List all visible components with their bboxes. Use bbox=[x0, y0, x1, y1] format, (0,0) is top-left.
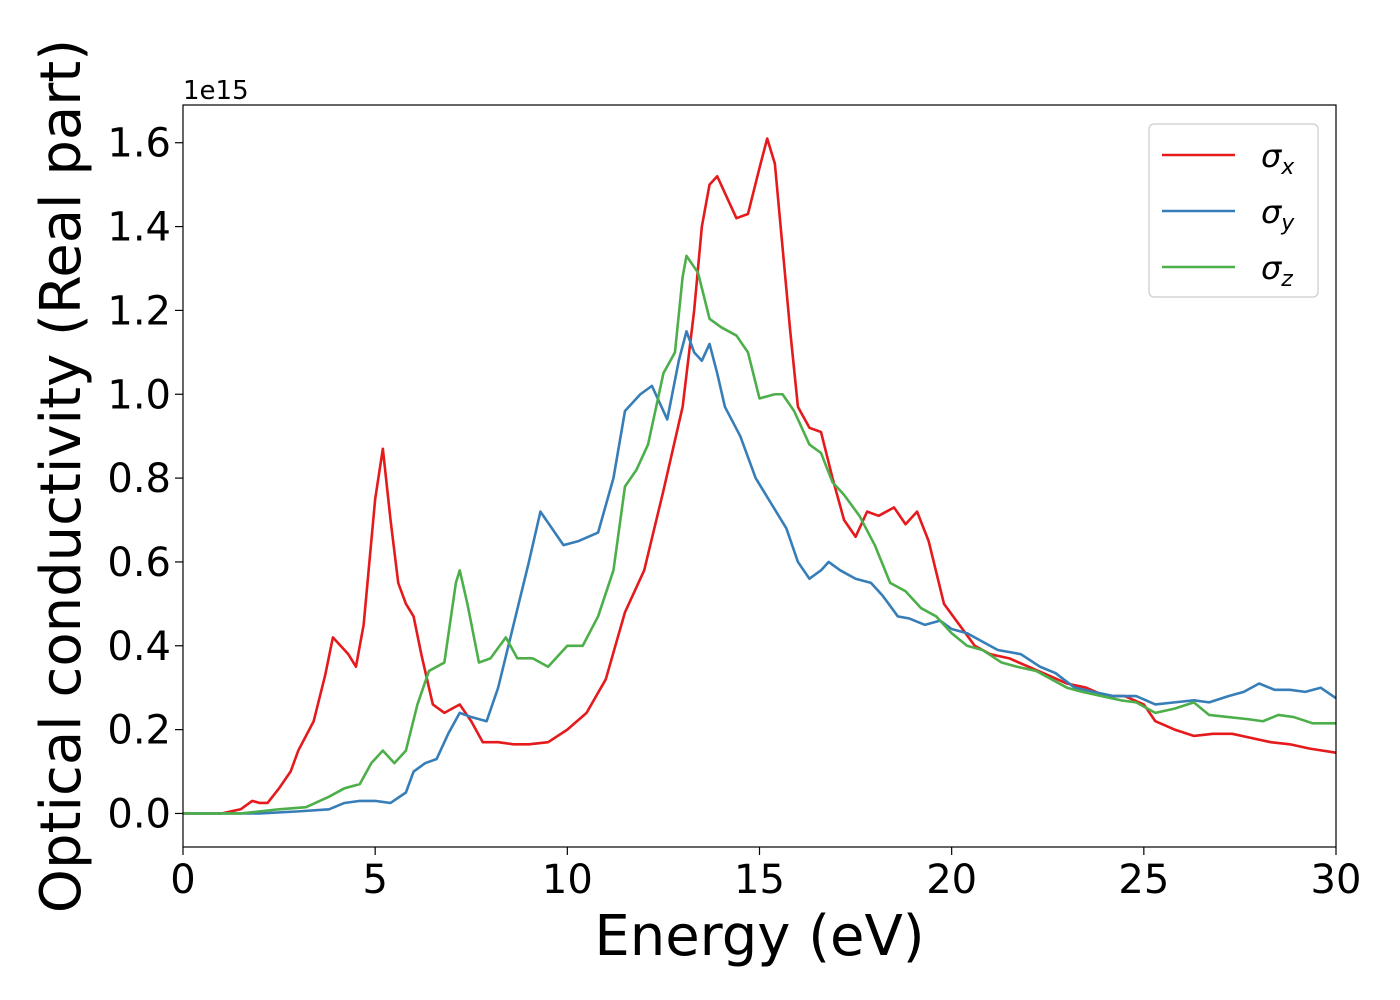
x-tick-label: 30 bbox=[1311, 857, 1362, 903]
x-tick-label: 10 bbox=[542, 857, 593, 903]
x-tick-label: 0 bbox=[170, 857, 195, 903]
series-layer bbox=[183, 137, 1336, 815]
x-tick-label: 20 bbox=[926, 857, 977, 903]
y-tick-label: 1.4 bbox=[107, 205, 171, 251]
y-tick-label: 1.2 bbox=[107, 288, 171, 334]
y-tick-label: 0.4 bbox=[107, 624, 171, 670]
x-tick-label: 15 bbox=[734, 857, 785, 903]
x-axis-title: Energy (eV) bbox=[594, 904, 924, 969]
y-tick-label: 1.0 bbox=[107, 372, 171, 418]
legend-label-x: σx bbox=[1261, 137, 1295, 180]
series-line-y bbox=[183, 330, 1336, 815]
x-tick-label: 25 bbox=[1118, 857, 1169, 903]
ticks-layer: 0 5 10 15 20 25 30 0.0 0.2 0.4 0.6 0.8 1.0 1.2 1.4 1.6 bbox=[107, 121, 1361, 903]
y-tick-label: 0.6 bbox=[107, 540, 171, 586]
y-offset-label: 1e15 bbox=[183, 76, 249, 106]
y-tick-label: 0.2 bbox=[107, 708, 171, 754]
x-tick-label: 5 bbox=[362, 857, 387, 903]
y-tick-label: 0.8 bbox=[107, 456, 171, 502]
series-line-z bbox=[183, 254, 1336, 815]
y-tick-label: 1.6 bbox=[107, 121, 171, 167]
y-tick-label: 0.0 bbox=[107, 791, 171, 837]
y-axis-title: Optical conductivity (Real part) bbox=[29, 39, 94, 913]
series-line-x bbox=[183, 137, 1336, 815]
